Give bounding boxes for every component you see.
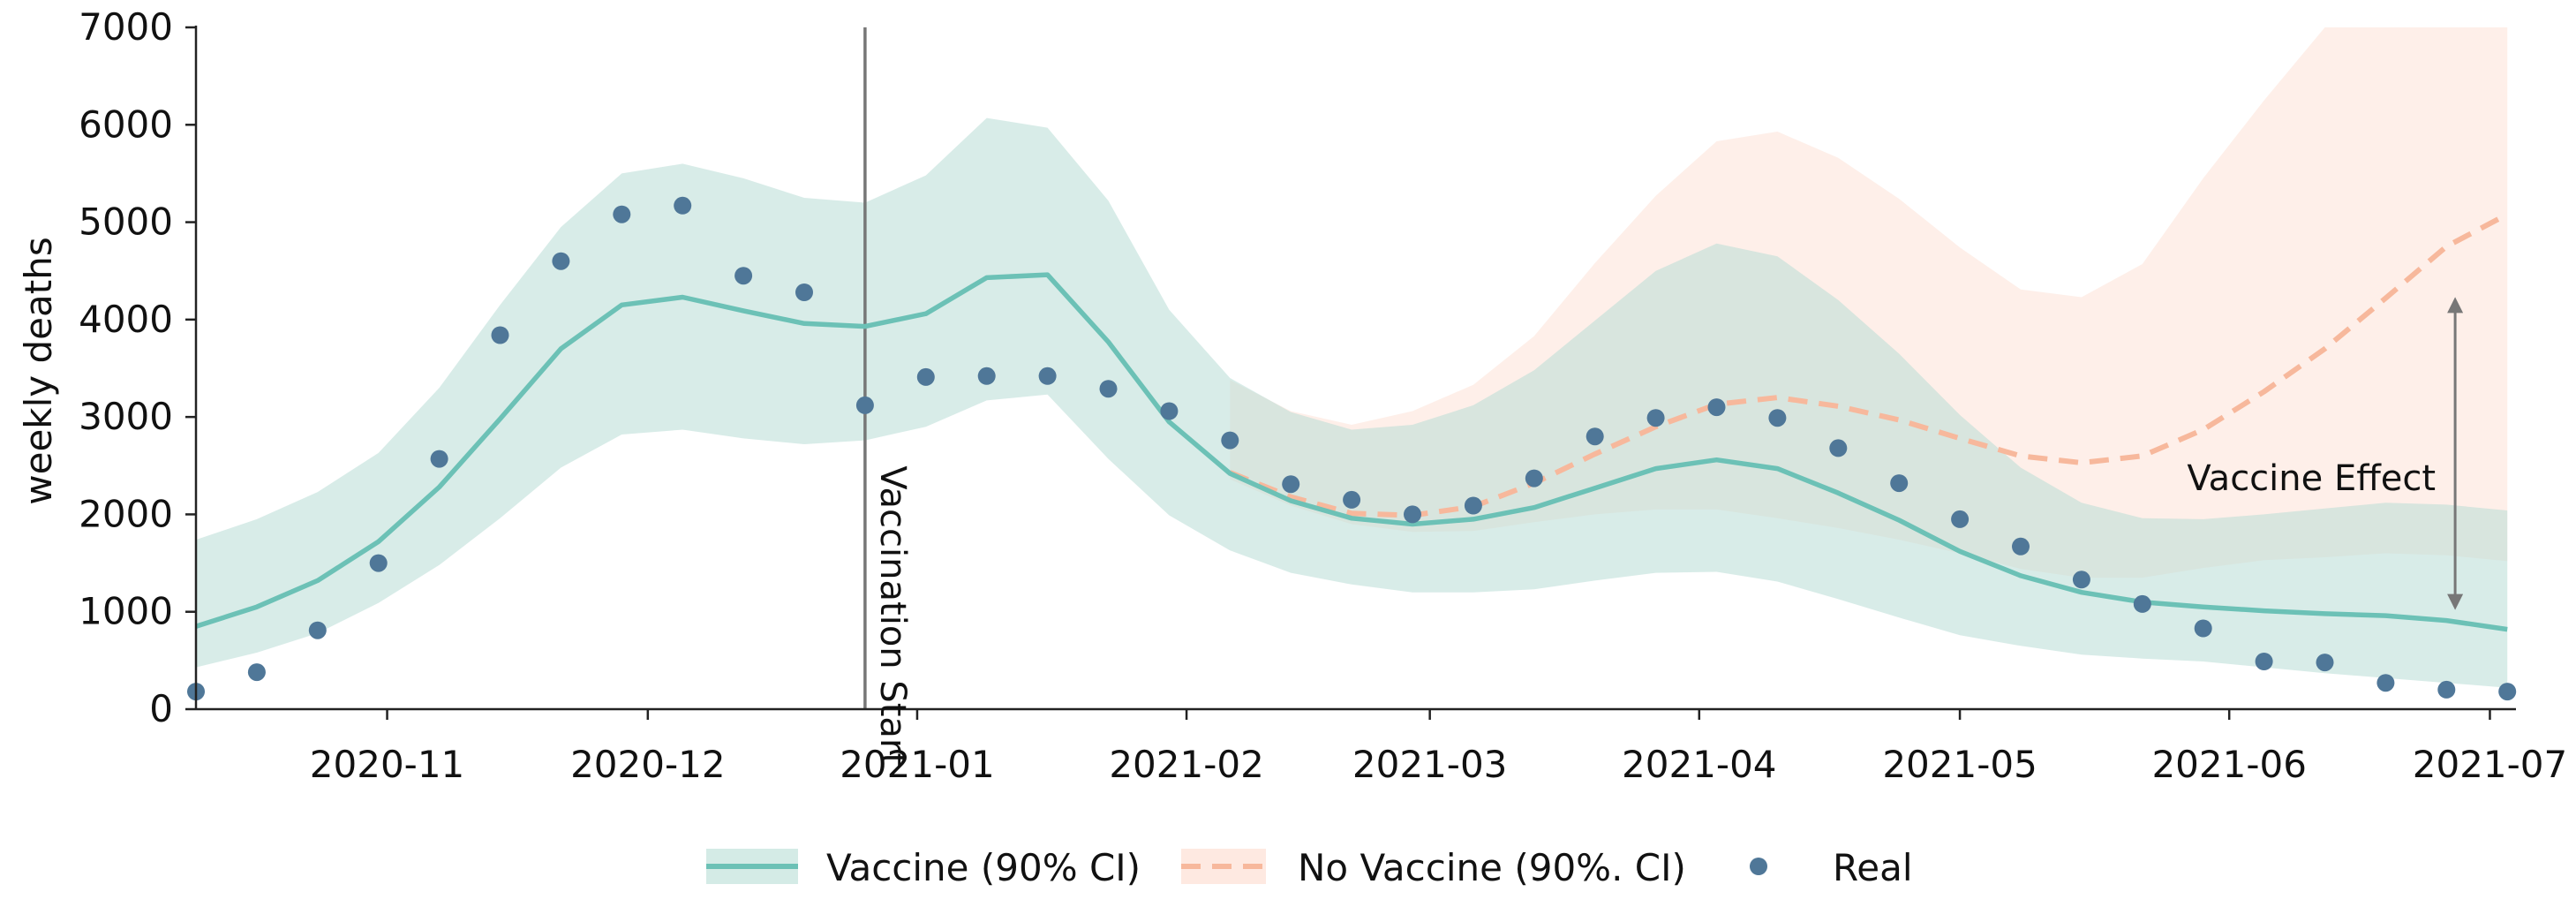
x-tick-label: 2020-11 — [310, 743, 465, 786]
confidence-bands — [196, 27, 2508, 688]
real-data-point — [613, 205, 631, 223]
real-data-point — [1099, 380, 1118, 398]
real-data-point — [1038, 367, 1057, 385]
axes: 0 1000 2000 3000 4000 5000 6000 7000 2020-11 2020… — [79, 5, 2567, 786]
x-tick-label: 2021-05 — [1882, 743, 2037, 786]
real-data-point — [308, 621, 327, 639]
no-vaccine-line — [1229, 212, 2509, 518]
legend-real-marker — [1750, 858, 1767, 875]
y-tick-label: 3000 — [79, 395, 173, 438]
real-data-point — [1160, 402, 1179, 420]
real-data-point — [1586, 427, 1604, 446]
y-axis-label: weekly deaths — [17, 237, 60, 504]
y-tick-label: 0 — [149, 687, 173, 730]
x-tick-label: 2021-03 — [1352, 743, 1508, 786]
y-tick-label: 6000 — [79, 102, 173, 146]
real-data-point — [1707, 398, 1726, 417]
real-data-point — [674, 196, 692, 215]
real-data-point — [734, 267, 753, 285]
real-data-point — [2437, 680, 2456, 699]
real-data-point — [977, 367, 996, 385]
vaccination-start-label: Vaccination Start — [872, 465, 913, 767]
real-data-point — [1525, 469, 1543, 488]
y-tick-label: 5000 — [79, 200, 173, 244]
real-data-point — [2255, 653, 2273, 670]
real-data-point — [855, 396, 874, 414]
real-data-point — [1768, 409, 1787, 427]
real-data-points — [187, 196, 2517, 701]
real-data-point — [1890, 474, 1909, 493]
real-data-point — [2316, 654, 2334, 672]
real-data-point — [2072, 571, 2090, 589]
real-data-point — [1343, 490, 1361, 509]
real-data-point — [916, 367, 935, 386]
vaccine-ci-band — [196, 117, 2508, 688]
real-data-point — [1951, 510, 1970, 528]
x-tick-label: 2021-04 — [1622, 743, 1777, 786]
real-data-point — [2376, 674, 2395, 692]
real-data-point — [1464, 496, 1482, 515]
real-data-point — [1829, 439, 1848, 457]
x-tick-label: 2021-01 — [840, 743, 995, 786]
real-data-point — [1646, 409, 1665, 427]
x-tick-label: 2021-07 — [2413, 743, 2568, 786]
real-data-point — [430, 450, 448, 468]
legend: Vaccine (90% CI) No Vaccine (90%. CI) Real — [706, 846, 1913, 889]
real-data-point — [2133, 594, 2151, 613]
y-tick-label: 2000 — [79, 492, 173, 535]
real-data-point — [1282, 475, 1300, 494]
real-data-point — [1221, 431, 1239, 450]
real-data-point — [247, 663, 266, 682]
real-data-point — [1404, 505, 1421, 524]
legend-real-label: Real — [1833, 846, 1913, 889]
x-tick-label: 2021-06 — [2151, 743, 2307, 786]
x-tick-label: 2021-02 — [1109, 743, 1264, 786]
real-data-point — [795, 283, 813, 301]
vaccine-effect-label: Vaccine Effect — [2187, 458, 2436, 499]
real-data-point — [491, 326, 509, 344]
legend-no-vaccine-label: No Vaccine (90%. CI) — [1298, 846, 1686, 889]
series-lines — [195, 212, 2509, 632]
x-tick-label: 2020-12 — [570, 743, 726, 786]
real-data-point — [2498, 683, 2517, 701]
vaccine-line — [195, 272, 2508, 632]
real-data-point — [552, 252, 570, 270]
real-data-point — [2194, 619, 2212, 638]
y-tick-label: 7000 — [79, 5, 173, 49]
real-data-point — [369, 554, 388, 572]
y-tick-label: 1000 — [79, 590, 173, 633]
real-data-point — [2012, 537, 2030, 556]
y-tick-label: 4000 — [79, 298, 173, 341]
legend-vaccine-label: Vaccine (90% CI) — [826, 846, 1141, 889]
annotations: Vaccination Start Vaccine Effect — [872, 297, 2464, 767]
